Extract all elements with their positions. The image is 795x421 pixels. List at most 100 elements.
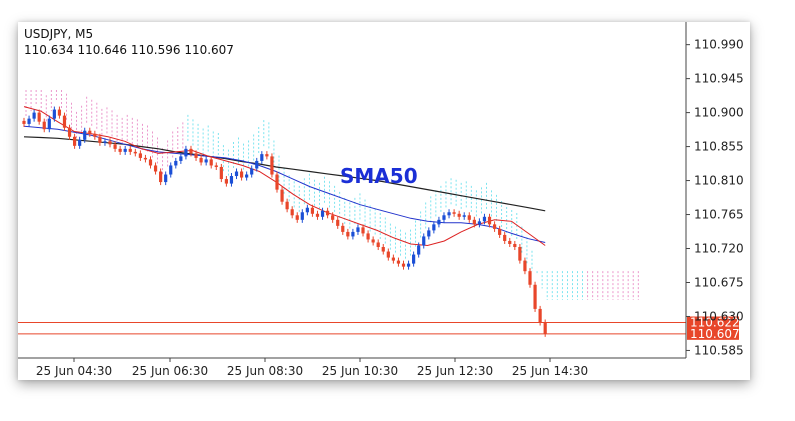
candle-body — [73, 136, 77, 146]
candle-body — [143, 157, 148, 160]
candle-body — [67, 127, 72, 137]
price-tag — [687, 316, 739, 329]
candle-body — [239, 171, 244, 178]
candle-body — [482, 216, 487, 222]
candle-body — [381, 247, 385, 252]
candle-body — [113, 144, 117, 149]
candle-body — [27, 118, 31, 124]
candle-body — [83, 130, 87, 140]
candle-body — [128, 148, 132, 152]
candle-body — [462, 215, 466, 217]
candle-body — [295, 215, 299, 220]
candle-body — [366, 233, 370, 240]
candle-body — [336, 219, 340, 226]
y-tick-label: 110.855 — [694, 140, 744, 154]
candle-body — [346, 231, 350, 237]
candle-body — [503, 234, 507, 241]
candle-body — [508, 240, 512, 244]
candle-body — [331, 215, 335, 220]
y-tick-label: 110.585 — [694, 343, 744, 357]
sma-mid-line — [23, 125, 546, 243]
candle-body — [194, 153, 198, 158]
y-tick-label: 110.810 — [694, 174, 744, 188]
candle-body — [133, 151, 137, 154]
candle-body — [204, 159, 208, 163]
y-tick-label: 110.765 — [694, 208, 744, 222]
candle-body — [447, 212, 451, 216]
candle-body — [412, 254, 416, 264]
candle-body — [422, 236, 426, 246]
candle-body — [472, 219, 476, 225]
candle-body — [513, 243, 517, 248]
candle-body — [153, 165, 158, 172]
candle-body — [47, 118, 51, 130]
candle-body — [467, 215, 471, 220]
candle-body — [57, 109, 62, 116]
candle-body — [356, 227, 360, 232]
candle-body — [275, 174, 279, 190]
candle-body — [88, 130, 92, 134]
price-tag-label: 110.622 — [690, 316, 740, 330]
candle-body — [417, 245, 421, 255]
candle-body — [265, 154, 269, 157]
candle-body — [169, 165, 173, 175]
candle-body — [174, 160, 178, 166]
candle-body — [305, 207, 309, 213]
ohlc-values: 110.634 110.646 110.596 110.607 — [24, 43, 234, 57]
candle-body — [209, 159, 213, 166]
candle-body — [290, 209, 294, 216]
candle-body — [437, 219, 441, 225]
candle-body — [523, 260, 527, 272]
candle-body — [518, 247, 522, 261]
candle-body — [457, 213, 461, 217]
y-tick-label: 110.900 — [694, 106, 744, 120]
candle-body — [401, 263, 406, 267]
candle-body — [487, 216, 492, 225]
candle-body — [199, 157, 203, 163]
candle-body — [37, 112, 41, 122]
x-tick-label: 25 Jun 10:30 — [322, 364, 398, 378]
y-tick-label: 110.945 — [694, 72, 744, 86]
candle-body — [492, 224, 497, 229]
x-tick-label: 25 Jun 08:30 — [227, 364, 303, 378]
candle-body — [62, 115, 67, 128]
y-tick-label: 110.720 — [694, 242, 744, 256]
candle-body — [245, 174, 249, 178]
candle-body — [98, 136, 102, 143]
candle-body — [159, 171, 163, 183]
candle-body — [108, 141, 112, 145]
candle-body — [543, 322, 547, 334]
candle-body — [315, 213, 320, 217]
candle-body — [371, 239, 375, 243]
candle-body — [148, 159, 153, 166]
sma-short-line — [23, 106, 546, 247]
candle-body — [189, 148, 193, 154]
candle-body — [78, 139, 82, 146]
candle-body — [234, 171, 239, 177]
candle-body — [432, 224, 436, 231]
candle-body — [326, 210, 330, 216]
candle-body — [52, 109, 56, 119]
x-tick-label: 25 Jun 04:30 — [36, 364, 112, 378]
candle-body — [32, 112, 36, 119]
candle-body — [164, 174, 168, 183]
candle-body — [260, 154, 264, 161]
x-tick-label: 25 Jun 14:30 — [512, 364, 588, 378]
candle-body — [184, 148, 188, 157]
candle-body — [310, 207, 315, 214]
candle-body — [533, 284, 537, 309]
y-tick-label: 110.630 — [694, 309, 744, 323]
candle-body — [442, 215, 446, 220]
candle-body — [22, 120, 26, 124]
candle-body — [138, 153, 142, 158]
candle-body — [386, 251, 390, 258]
candle-body — [351, 231, 355, 237]
candle-body — [396, 260, 401, 264]
sma50-annotation: SMA50 — [340, 164, 418, 188]
candle-body — [118, 148, 122, 152]
candle-body — [224, 179, 228, 184]
price-tag — [687, 327, 739, 340]
candle-body — [477, 221, 481, 225]
chart-frame: 110.622 110.607 110.990 110.945 110.900 110.… — [18, 22, 750, 380]
